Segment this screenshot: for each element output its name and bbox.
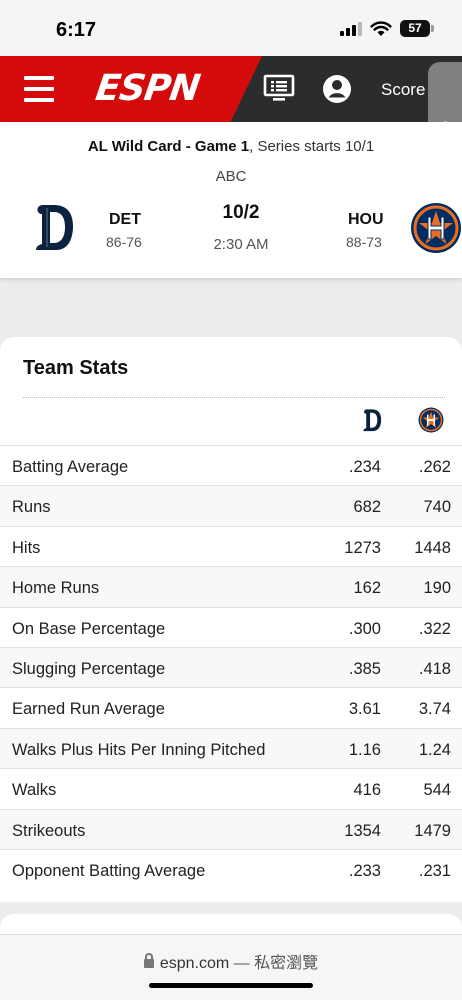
- stat-hou-value: 190: [423, 579, 451, 598]
- tigers-column-icon: [363, 409, 382, 432]
- stat-label: Batting Average: [12, 458, 129, 476]
- away-team-record: 86-76: [106, 234, 142, 250]
- stat-hou-value: 740: [423, 498, 451, 517]
- game-time: 2:30 AM: [213, 236, 269, 253]
- wifi-icon: [370, 20, 392, 36]
- stat-hou-value: 1.24: [418, 740, 451, 759]
- stat-hou-value: .262: [418, 458, 451, 476]
- table-row: Opponent Batting Average .233 .231: [0, 848, 462, 889]
- broadcast-network: ABC: [215, 168, 247, 185]
- lock-icon: [143, 953, 154, 968]
- table-row: Home Runs 162 190: [0, 566, 462, 607]
- user-account-icon[interactable]: [322, 74, 352, 104]
- stat-det-value: 3.61: [348, 700, 381, 719]
- url-domain: espn.com: [159, 955, 230, 972]
- menu-icon[interactable]: [24, 76, 54, 102]
- astros-logo-icon[interactable]: [410, 202, 462, 254]
- tigers-logo-icon[interactable]: [34, 200, 74, 254]
- stat-det-value: .300: [348, 619, 381, 638]
- stat-label: Earned Run Average: [12, 700, 165, 719]
- stat-label: Home Runs: [12, 579, 100, 598]
- table-row: Runs 682 740: [0, 485, 462, 526]
- table-row: Batting Average .234 .262: [0, 445, 462, 485]
- stat-label: Slugging Percentage: [12, 659, 166, 678]
- team-stats-card: Team Stats Batting Average .234 .262 Run…: [0, 337, 462, 902]
- private-browsing-label: — 私密瀏覽: [229, 955, 319, 972]
- stat-label: On Base Percentage: [12, 619, 166, 638]
- table-row: Walks Plus Hits Per Inning Pitched 1.16 …: [0, 727, 462, 769]
- stat-det-value: 682: [353, 498, 381, 517]
- stat-det-value: .385: [348, 659, 381, 678]
- app-header: ESPN Score: [0, 56, 462, 122]
- away-team-abbr: DET: [109, 211, 141, 228]
- stat-label: Walks Plus Hits Per Inning Pitched: [12, 740, 266, 759]
- stat-hou-value: 544: [423, 781, 451, 800]
- stat-det-value: 162: [353, 579, 381, 598]
- astros-column-icon: [418, 407, 444, 433]
- table-row: Slugging Percentage .385 .418: [0, 646, 462, 688]
- stat-det-value: 1.16: [348, 740, 381, 759]
- stat-det-value: 1273: [344, 538, 381, 557]
- stat-hou-value: 3.74: [418, 700, 451, 719]
- stat-hou-value: .231: [418, 861, 451, 880]
- table-row: Strikeouts 1354 1479: [0, 808, 462, 849]
- battery-icon: 57: [400, 20, 434, 37]
- watch-tv-icon[interactable]: [263, 74, 295, 102]
- table-row: On Base Percentage .300 .322: [0, 606, 462, 647]
- team-stats-title: Team Stats: [23, 357, 129, 379]
- series-name: AL Wild Card - Game 1: [87, 138, 250, 155]
- stat-label: Runs: [12, 498, 51, 517]
- stat-label: Walks: [12, 781, 57, 800]
- series-info: AL Wild Card - Game 1, Series starts 10/…: [0, 138, 462, 155]
- game-date: 10/2: [222, 202, 260, 223]
- stat-label: Hits: [12, 538, 41, 557]
- stat-hou-value: .418: [418, 659, 451, 678]
- stat-det-value: .233: [348, 861, 381, 880]
- stat-hou-value: 1479: [414, 821, 451, 840]
- stat-hou-value: 1448: [414, 538, 451, 557]
- game-card[interactable]: AL Wild Card - Game 1, Series starts 10/…: [0, 122, 462, 278]
- home-team-abbr: HOU: [348, 211, 384, 228]
- divider: [23, 397, 445, 398]
- espn-logo[interactable]: ESPN: [93, 68, 202, 109]
- status-icons: 57: [340, 20, 434, 37]
- cellular-signal-icon: [340, 21, 362, 36]
- stat-hou-value: .322: [418, 619, 451, 638]
- stat-det-value: 416: [353, 781, 381, 800]
- table-row: Earned Run Average 3.61 3.74: [0, 687, 462, 727]
- browser-url-bar[interactable]: espn.com — 私密瀏覽: [0, 934, 462, 1000]
- home-team-record: 88-73: [346, 234, 382, 250]
- stat-label: Opponent Batting Average: [12, 861, 206, 880]
- stat-det-value: .234: [348, 458, 381, 476]
- url-display[interactable]: espn.com — 私密瀏覽: [0, 949, 462, 973]
- stat-label: Strikeouts: [12, 821, 86, 840]
- table-row: Walks 416 544: [0, 768, 462, 808]
- status-bar: 6:17 57: [0, 0, 462, 56]
- stat-det-value: 1354: [344, 821, 381, 840]
- team-stats-table: Batting Average .234 .262 Runs 682 740 H…: [0, 445, 462, 889]
- home-indicator[interactable]: [149, 983, 313, 988]
- scores-nav-link[interactable]: Score: [381, 80, 426, 99]
- series-start: , Series starts 10/1: [249, 138, 375, 155]
- status-time: 6:17: [56, 19, 97, 41]
- table-row: Hits 1273 1448: [0, 525, 462, 566]
